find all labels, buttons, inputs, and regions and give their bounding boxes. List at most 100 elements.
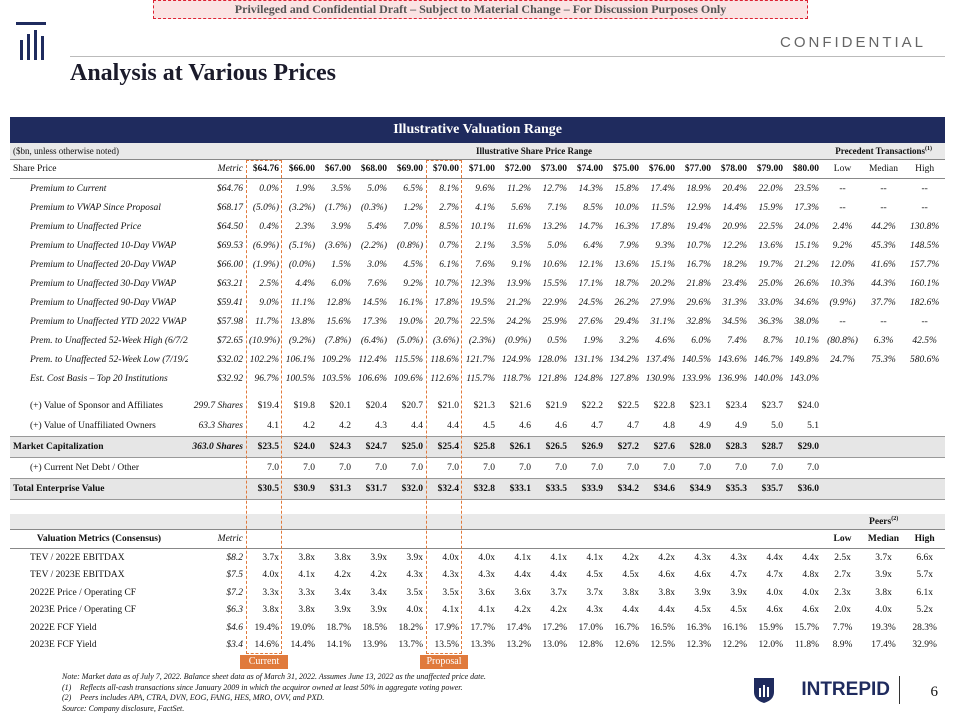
table-cell: Premium to Unaffected 20-Day VWAP xyxy=(30,259,177,270)
table-cell: 2022E FCF Yield xyxy=(30,622,97,633)
table-cell: 4.0x xyxy=(802,587,819,598)
table-cell: $19.4 xyxy=(257,401,279,411)
table-cell: 133.9% xyxy=(681,373,711,384)
table-cell: 4.6x xyxy=(802,605,819,616)
table-cell: 12.0% xyxy=(830,259,855,270)
table-row: Premium to Unaffected 90-Day VWAP $59.41 9… xyxy=(10,293,945,312)
table-cell: 6.1x xyxy=(916,587,933,598)
table-cell: (+) Value of Unaffiliated Owners xyxy=(30,421,156,431)
table-cell: (1.9%) xyxy=(252,259,279,270)
table-cell: 5.0% xyxy=(547,240,567,251)
table-cell: 4.2x xyxy=(658,552,675,563)
draft-banner: Privileged and Confidential Draft – Subj… xyxy=(153,0,808,19)
table-cell: 4.1 xyxy=(267,421,279,431)
table-cell: 2.7x xyxy=(834,570,851,581)
table-cell: $24.0 xyxy=(797,401,819,411)
table-cell: 4.3x xyxy=(442,570,459,581)
table-cell: 7.0 xyxy=(699,463,711,473)
table-cell: 7.4% xyxy=(727,335,747,346)
header-text: Peers xyxy=(869,517,892,528)
table-cell: 18.2% xyxy=(398,622,423,633)
table-cell: 20.9% xyxy=(722,221,747,232)
table-cell: 15.9% xyxy=(758,622,783,633)
table-cell: 4.4x xyxy=(622,605,639,616)
table-cell: 4.3x xyxy=(730,552,747,563)
table-cell: 160.1% xyxy=(909,278,940,289)
table-cell: Premium to Unaffected 90-Day VWAP xyxy=(30,297,177,308)
table-cell: $64.50 xyxy=(216,221,243,232)
table-cell: (0.9%) xyxy=(504,335,531,346)
table-cell: $30.5 xyxy=(246,478,282,500)
table-cell: Median xyxy=(863,529,904,549)
table-cell: 182.6% xyxy=(909,297,940,308)
table-cell: 16.3% xyxy=(686,622,711,633)
table-cell: 4.6% xyxy=(655,335,675,346)
footnote-mark: (1) xyxy=(925,146,932,152)
table-cell: 143.6% xyxy=(717,354,747,365)
table-cell: 4.8x xyxy=(802,570,819,581)
table-cell: 7.6% xyxy=(475,259,495,270)
table-cell: $27.6 xyxy=(642,436,678,458)
table-cell: 24.0% xyxy=(794,221,819,232)
table-cell: 121.7% xyxy=(465,354,495,365)
table-cell: 121.8% xyxy=(537,373,567,384)
table-cell: 27.9% xyxy=(650,297,675,308)
table-cell: $73.00 xyxy=(534,159,570,179)
table-cell: 7.1% xyxy=(547,202,567,213)
table-cell: 5.0 xyxy=(771,421,783,431)
table-cell: -- xyxy=(839,316,846,327)
table-cell: 0.7% xyxy=(439,240,459,251)
table-cell: High xyxy=(904,159,946,179)
table-cell: $28.0 xyxy=(678,436,714,458)
table-cell: 17.8% xyxy=(650,221,675,232)
table-cell: 26.2% xyxy=(614,297,639,308)
table-cell: 75.3% xyxy=(871,354,896,365)
table-cell: Premium to Current xyxy=(30,183,107,194)
table-cell: 3.2% xyxy=(619,335,639,346)
table-cell: $33.9 xyxy=(570,478,606,500)
table-cell: 2023E Price / Operating CF xyxy=(30,605,137,616)
table-cell: $75.00 xyxy=(606,159,642,179)
table-cell: 3.5x xyxy=(406,587,423,598)
table-cell: 12.2% xyxy=(722,240,747,251)
table-cell: 4.1x xyxy=(550,552,567,563)
table-cell: 15.8% xyxy=(614,183,639,194)
table-cell: $24.0 xyxy=(282,436,318,458)
table-cell: 15.7% xyxy=(794,622,819,633)
table-cell: 4.1x xyxy=(442,605,459,616)
table-row xyxy=(10,500,945,515)
table-cell: $32.02 xyxy=(216,354,243,365)
table-cell: 3.3x xyxy=(298,587,315,598)
table-cell: 7.0 xyxy=(807,463,819,473)
table-cell: -- xyxy=(839,183,846,194)
table-cell: 4.6 xyxy=(519,421,531,431)
table-cell: 0.4% xyxy=(259,221,279,232)
table-cell: 11.7% xyxy=(255,316,279,327)
valuation-table: Illustrative Valuation Range ($bn, unless… xyxy=(10,117,946,654)
table-row: Est. Cost Basis – Top 20 Institutions $32… xyxy=(10,369,945,388)
table-cell: 9.3% xyxy=(655,240,675,251)
table-cell: 4.0x xyxy=(766,587,783,598)
table-cell: 112.4% xyxy=(358,354,387,365)
table-cell: $31.3 xyxy=(318,478,354,500)
table-cell: 10.0% xyxy=(614,202,639,213)
table-cell: $35.7 xyxy=(750,478,786,500)
page-number: 6 xyxy=(930,684,939,700)
table-cell: 34.6% xyxy=(794,297,819,308)
table-cell: $64.76 xyxy=(246,159,282,179)
table-cell: 7.0 xyxy=(591,463,603,473)
table-cell: 4.3x xyxy=(478,570,495,581)
table-cell: $21.6 xyxy=(509,401,531,411)
table-cell: 106.6% xyxy=(357,373,387,384)
table-cell: (3.2%) xyxy=(288,202,315,213)
table-cell: 580.6% xyxy=(909,354,940,365)
table-cell: 3.9x xyxy=(370,552,387,563)
table-cell: 19.0% xyxy=(398,316,423,327)
table-cell: $74.00 xyxy=(570,159,606,179)
column-tag: Proposal xyxy=(420,655,468,669)
table-cell: $72.65 xyxy=(216,335,243,346)
logo-mark xyxy=(16,22,46,60)
table-cell: 136.9% xyxy=(717,373,747,384)
table-cell: $3.4 xyxy=(226,640,243,651)
